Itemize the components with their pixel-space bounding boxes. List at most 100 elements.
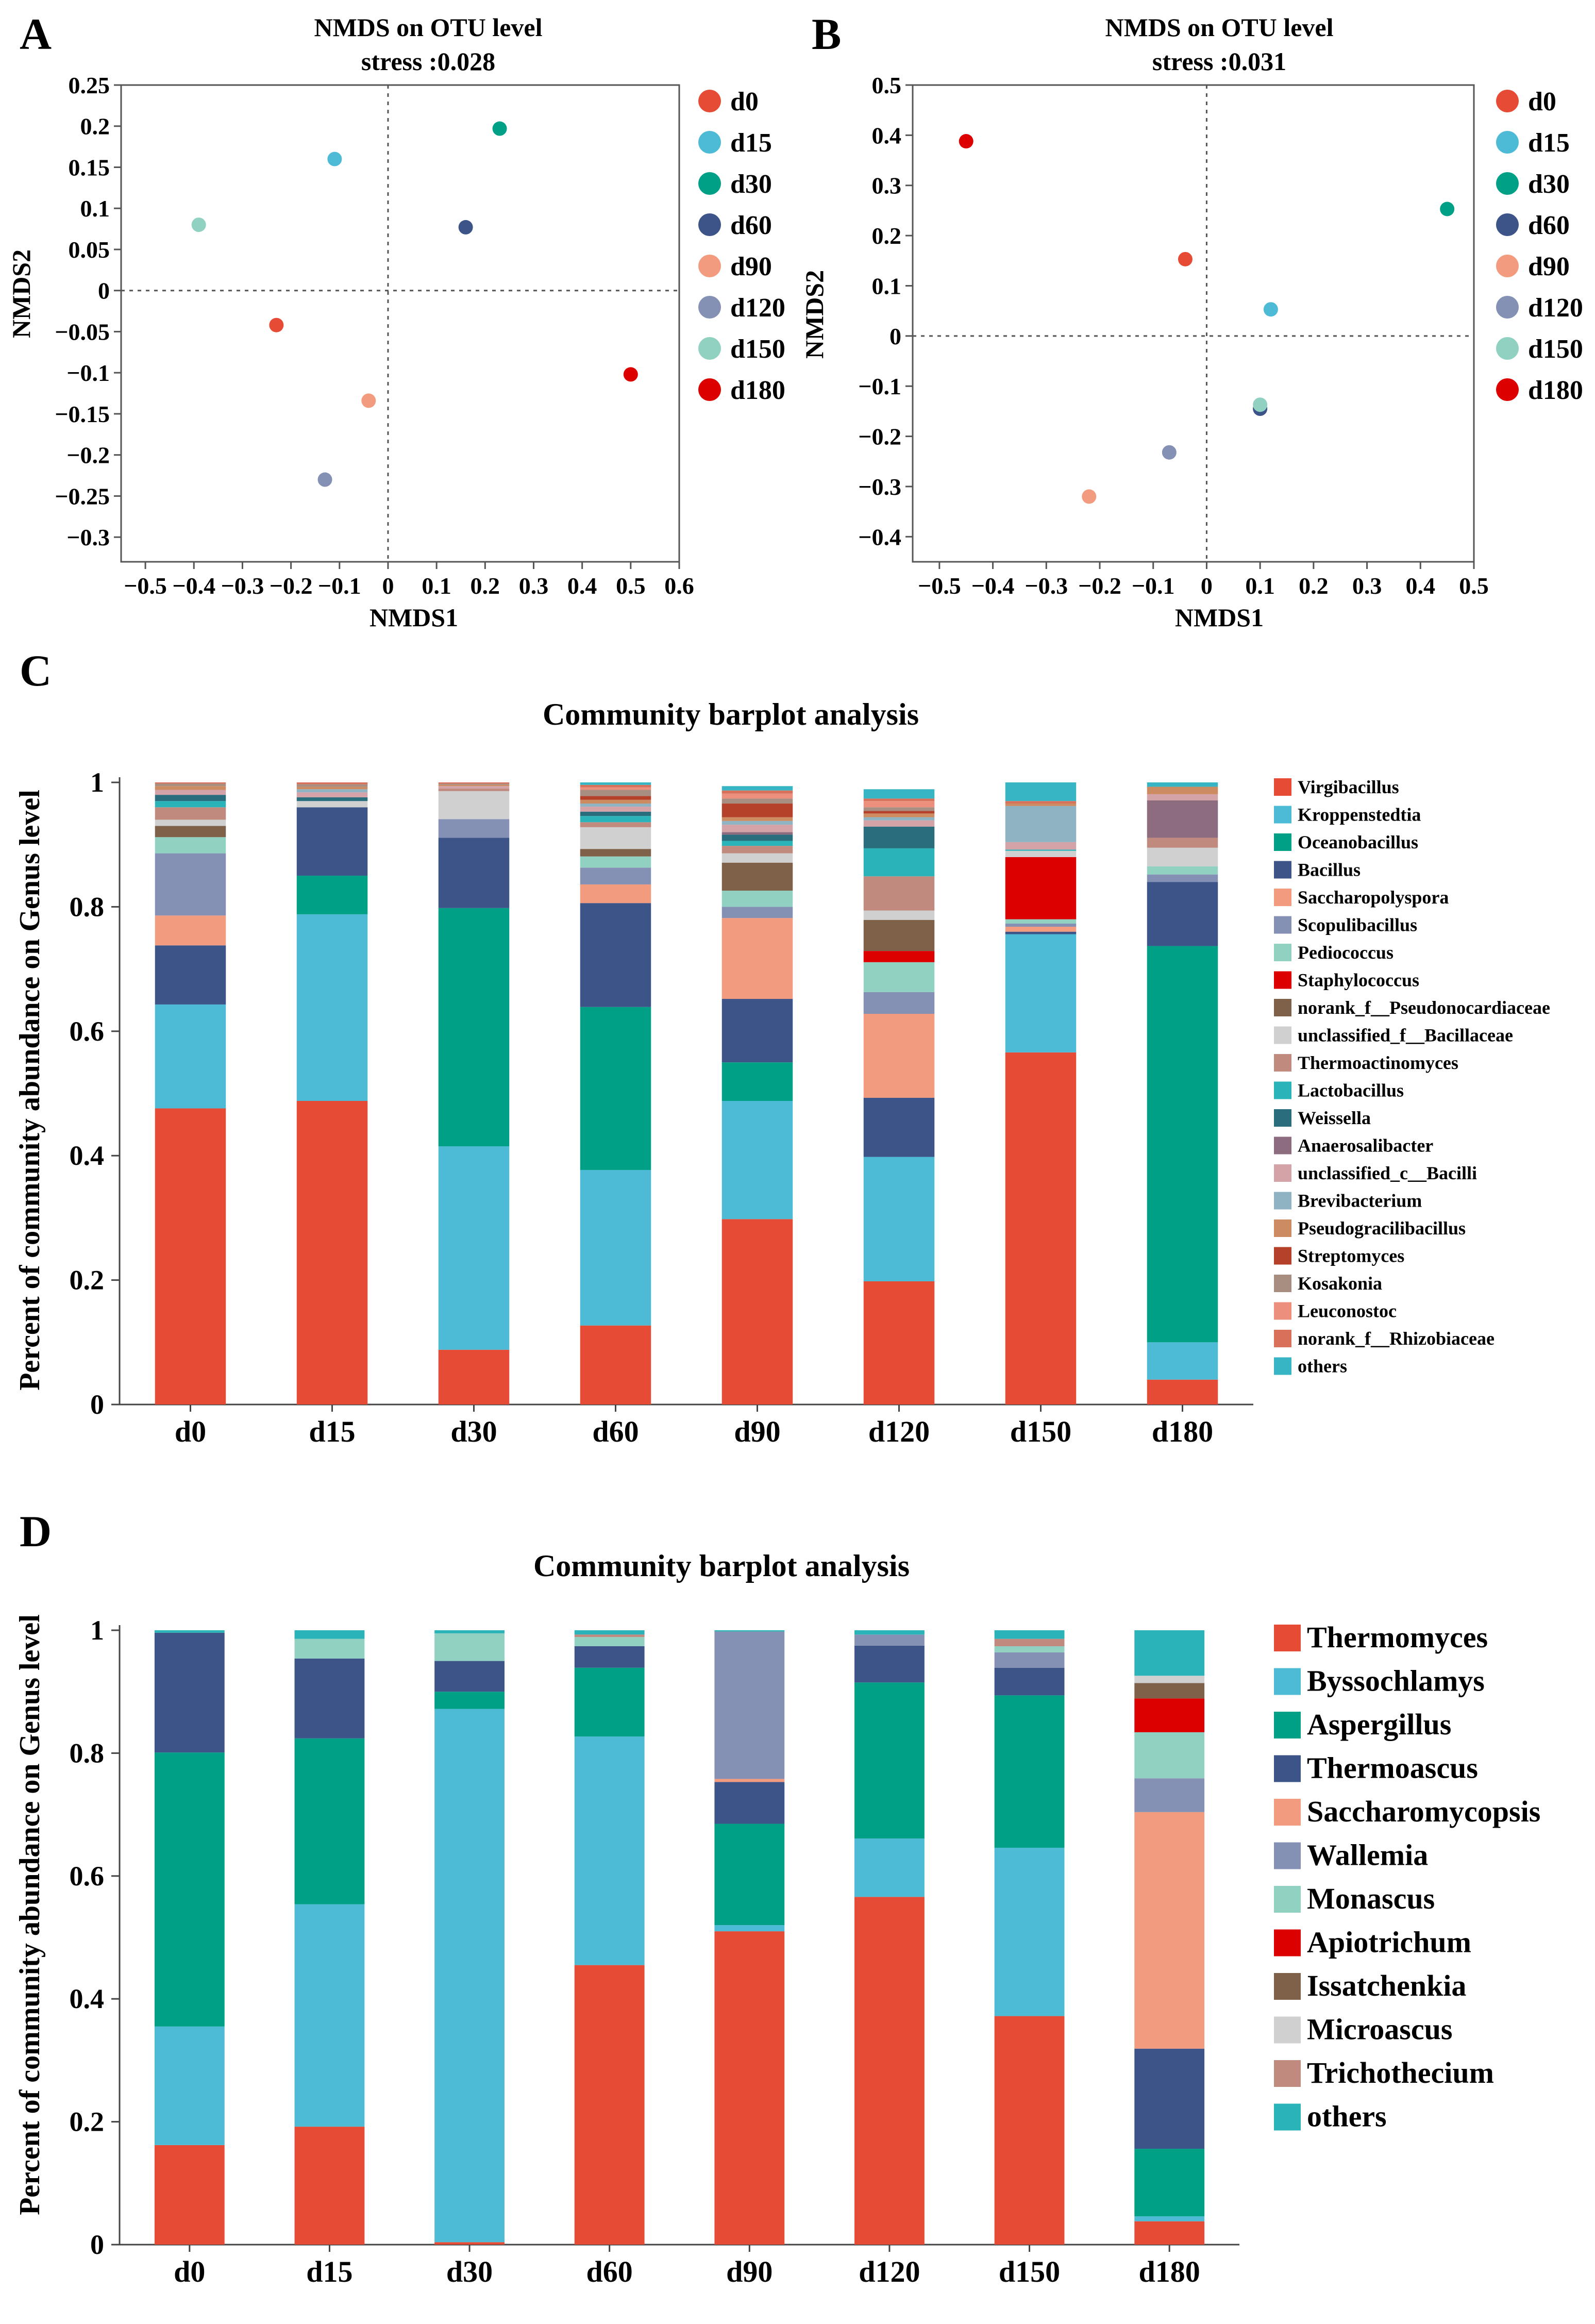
panel-c-legend-swatch-Kroppenstedtia (1274, 806, 1291, 824)
panel-c-bar-d120-Weissella (864, 827, 935, 848)
panel-c-bar-d60-others (580, 782, 651, 785)
panel-b-y-tick-label: −0.1 (858, 373, 901, 399)
panel-d-y-tick-label: 0.8 (70, 1737, 105, 1768)
panel-a-x-tick-label: 0.4 (567, 573, 597, 599)
panel-c-legend-swatch-Oceanobacillus (1274, 833, 1291, 851)
panel-d-bar-d120-Byssochlamys (854, 1838, 925, 1897)
panel-b-point-d0 (1178, 252, 1193, 266)
panel-c-bar-d30-Scopulibacillus (439, 819, 510, 838)
panel-c-x-tick-label: d15 (309, 1415, 355, 1448)
panel-c-x-tick-label: d90 (734, 1415, 780, 1448)
panel-c-bar-d60-Weissella (580, 812, 651, 816)
panel-b-legend-label-d0: d0 (1528, 87, 1556, 116)
panel-b-y-tick-label: −0.2 (858, 424, 901, 450)
panel-c-bar-d90-Anaerosalibacter (722, 832, 793, 835)
panel-c-legend-label-Brevibacterium: Brevibacterium (1298, 1190, 1422, 1211)
panel-c-bar-d120-Staphylococcus (864, 951, 935, 962)
panel-c-legend-swatch-Brevibacterium (1274, 1192, 1291, 1210)
panel-c-bar-d0-Lactobacillus (155, 801, 226, 807)
panel-d-bar-d30-Monascus (434, 1633, 505, 1661)
panel-d-legend-swatch-Aspergillus (1274, 1712, 1301, 1738)
panel-c-bar-d60-Oceanobacillus (580, 1007, 651, 1170)
panel-c-legend-label-Lactobacillus: Lactobacillus (1298, 1080, 1404, 1100)
panel-d-bar-d120-others (854, 1630, 925, 1634)
panel-c-bar-d0-Pseudogracilibacillus (155, 786, 226, 790)
panel-c-legend-swatch-Bacillus (1274, 861, 1291, 879)
panel-c-bar-d120-Brevibacterium (864, 817, 935, 821)
panel-c-legend-label-Kroppenstedtia: Kroppenstedtia (1298, 804, 1421, 825)
panel-c-y-tick-label: 0.8 (70, 891, 105, 922)
panel-c-bar-d30-Oceanobacillus (439, 908, 510, 1146)
panel-d-legend-label-Microascus: Microascus (1307, 2013, 1452, 2046)
panel-d-bar-d120-Thermoascus (854, 1646, 925, 1683)
panel-c-bar-d30-Kosakonia (439, 783, 510, 784)
panel-a-x-tick-label: −0.5 (124, 573, 167, 599)
panel-d-bar-d15-Aspergillus (295, 1738, 365, 1904)
panel-d-bar-d30-Thermoascus (434, 1661, 505, 1692)
panel-b-x-tick-label: −0.3 (1025, 573, 1068, 599)
panel-a-y-tick-label: −0.1 (66, 360, 110, 386)
panel-d-bar-d0-Thermoascus (155, 1633, 225, 1752)
panel-c-bar-d90-unclassified_f__Bacillaceae (722, 854, 793, 863)
panel-d-legend-swatch-Thermomyces (1274, 1625, 1301, 1651)
panel-c-legend-label-Bacillus: Bacillus (1298, 859, 1361, 880)
panel-c-legend-label-Weissella: Weissella (1298, 1108, 1371, 1128)
panel-c-legend-swatch-unclassified_f__Bacillaceae (1274, 1027, 1291, 1044)
panel-b-point-d120 (1162, 445, 1177, 460)
panel-c-legend-label-Pseudogracilibacillus: Pseudogracilibacillus (1298, 1218, 1466, 1239)
panel-d-bar-d30-Byssochlamys (434, 1709, 505, 2243)
panel-a-x-tick-label: −0.4 (172, 573, 215, 599)
panel-b-subtitle: stress :0.031 (1152, 47, 1286, 76)
panel-c-bar-d120-Scopulibacillus (864, 992, 935, 1014)
panel-a-legend-label-d120: d120 (730, 293, 785, 323)
panel-c-bar-d120-unclassified_c__Bacilli (864, 821, 935, 827)
panel-c-legend-label-Streptomyces: Streptomyces (1298, 1245, 1404, 1266)
panel-c-bar-d60-Virgibacillus (580, 1326, 651, 1405)
panel-d-x-tick-label: d30 (446, 2255, 493, 2288)
panel-c-bar-d15-Kroppenstedtia (297, 914, 368, 1101)
panel-c-bar-d90-Brevibacterium (722, 821, 793, 825)
panel-a-x-tick-label: 0 (382, 573, 394, 599)
panel-c-legend-label-others: others (1298, 1356, 1347, 1376)
panel-c-bar-d180-Virgibacillus (1147, 1380, 1218, 1405)
panel-d-y-axis-label: Percent of community abundance on Genus … (14, 1614, 46, 2215)
panel-c-bar-d60-unclassified_c__Bacilli (580, 807, 651, 812)
panel-c-bar-d180-Oceanobacillus (1147, 946, 1218, 1342)
panel-b-point-d30 (1440, 202, 1454, 216)
panel-d-bar-d0-Aspergillus (155, 1752, 225, 2027)
panel-a-x-tick-label: −0.3 (221, 573, 264, 599)
panel-a-y-tick-label: −0.2 (66, 442, 110, 469)
panel-d-bar-d15-Thermomyces (295, 2127, 365, 2245)
panel-b-x-tick-label: −0.1 (1132, 573, 1175, 599)
panel-d-bar-d180-Monascus (1134, 1732, 1204, 1778)
panel-b-legend-marker-d0 (1496, 90, 1519, 112)
panel-label-b: B (812, 9, 841, 59)
panel-c-bar-d90-unclassified_c__Bacilli (722, 825, 793, 832)
panel-d-bar-d60-Thermoascus (575, 1646, 645, 1668)
panel-d-bar-d150-Thermoascus (995, 1668, 1065, 1696)
panel-c-bar-d120-Kroppenstedtia (864, 1157, 935, 1281)
panel-c-bar-d180-Thermoactinomyces (1147, 838, 1218, 847)
panel-b-point-d150 (1253, 397, 1267, 412)
panel-c-bar-d30-norank_f__Rhizobiaceae (439, 782, 510, 783)
panel-b-legend-marker-d60 (1496, 213, 1519, 236)
panel-b-y-tick-label: 0.2 (872, 223, 902, 249)
panel-b-y-tick-label: 0.3 (872, 173, 902, 199)
panel-c-bar-d150-Staphylococcus (1005, 857, 1077, 919)
panel-c-y-tick-label: 0.6 (70, 1016, 105, 1047)
panel-c-bar-d120-unclassified_f__Bacillaceae (864, 911, 935, 920)
panel-d-legend-swatch-Apiotrichum (1274, 1930, 1301, 1957)
panel-c-bar-d90-Saccharopolyspora (722, 918, 793, 999)
panel-d-bar-d15-Byssochlamys (295, 1904, 365, 2127)
panel-a-legend-marker-d30 (698, 172, 721, 195)
panel-c-bar-d0-Weissella (155, 795, 226, 801)
panel-c-bar-d15-unclassified_f__Bacillaceae (297, 801, 368, 807)
panel-d-legend-swatch-Trichothecium (1274, 2060, 1301, 2087)
panel-d-legend-label-Apiotrichum: Apiotrichum (1307, 1926, 1471, 1959)
panel-a-x-tick-label: 0.1 (422, 573, 451, 599)
panel-c-legend-label-Anaerosalibacter: Anaerosalibacter (1298, 1135, 1433, 1156)
panel-a-x-tick-label: −0.2 (270, 573, 313, 599)
panel-c-x-tick-label: d120 (868, 1415, 930, 1448)
panel-a-x-tick-label: −0.1 (318, 573, 361, 599)
panel-d-bar-d0-Thermomyces (155, 2145, 225, 2245)
